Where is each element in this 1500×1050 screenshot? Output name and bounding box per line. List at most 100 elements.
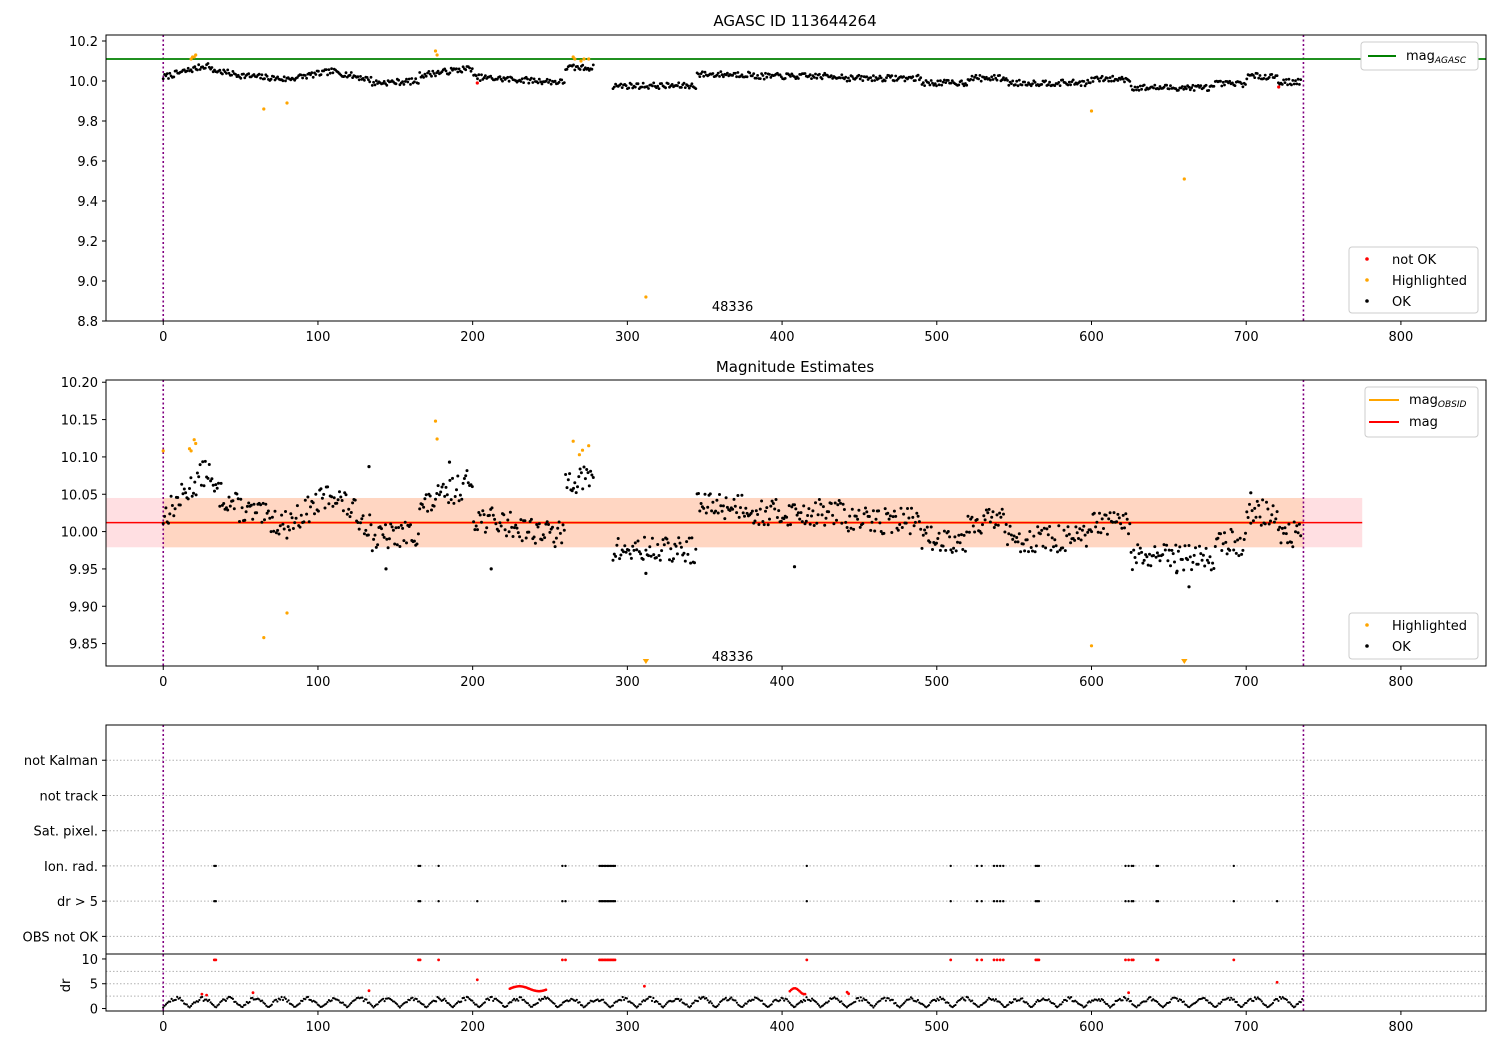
dr-ok-point	[978, 1005, 981, 1008]
ok-point	[423, 497, 427, 501]
ok-point	[184, 491, 188, 495]
ok-point	[1244, 83, 1247, 86]
dr-not-ok-point	[998, 958, 1002, 962]
ok-point	[754, 76, 758, 80]
dr-ok-point	[1230, 996, 1233, 999]
ok-point	[1231, 81, 1234, 85]
ok-point	[576, 65, 579, 68]
legend-marker	[1365, 278, 1369, 282]
x-tick-label: 300	[615, 675, 640, 690]
dr-ok-point	[494, 997, 498, 1000]
legend-label: Highlighted	[1392, 274, 1467, 289]
ok-point	[967, 530, 971, 534]
ok-point	[1245, 77, 1249, 81]
ok-point	[1029, 546, 1033, 549]
ok-point	[618, 557, 622, 561]
dr-ok-point	[396, 1003, 399, 1006]
dr-ok-point	[325, 1002, 328, 1005]
ok-point	[1079, 538, 1083, 542]
dr-ok-point	[1296, 1002, 1300, 1006]
ok-point	[760, 499, 764, 503]
ok-point	[911, 75, 915, 79]
dr-not-ok-point	[1232, 958, 1236, 962]
x-tick-label: 600	[1079, 330, 1104, 345]
ok-point	[1052, 545, 1055, 549]
ok-point	[953, 535, 957, 539]
dr-ok-point	[280, 995, 283, 999]
y-tick-label: 9.95	[69, 563, 98, 578]
dr-ok-point	[217, 1003, 220, 1006]
ok-point	[1242, 538, 1246, 541]
dr-ok-point	[678, 999, 681, 1003]
dr-ok-point	[964, 999, 967, 1002]
dr-ok-point	[745, 1002, 748, 1005]
ok-point	[497, 529, 501, 533]
dr-ok-point	[550, 1000, 553, 1003]
dr-ok-point	[348, 1003, 351, 1006]
dr-ok-point	[437, 997, 440, 1000]
ok-point	[512, 526, 516, 530]
ok-point	[1153, 83, 1157, 87]
ok-point	[842, 508, 846, 511]
ok-point	[293, 521, 297, 525]
ok-point	[612, 552, 616, 556]
ok-point	[829, 74, 833, 77]
ok-point	[294, 516, 298, 520]
dr-not-ok-point	[1275, 980, 1279, 984]
ok-point	[470, 67, 474, 70]
ok-point	[991, 78, 995, 81]
dr-ok-point	[369, 1003, 372, 1006]
ok-point	[1107, 517, 1111, 521]
flag-label: not Kalman	[24, 754, 98, 769]
legend-box-points	[1348, 246, 1479, 314]
ok-point	[633, 541, 637, 545]
ok-point	[516, 531, 520, 535]
ok-point	[1176, 549, 1180, 553]
ok-point	[628, 552, 632, 556]
ok-point	[243, 518, 247, 522]
ok-point	[1165, 543, 1169, 547]
y-tick-label: 9.90	[69, 600, 98, 615]
flag-point	[995, 900, 999, 903]
ok-point	[242, 72, 245, 76]
ok-point	[633, 85, 637, 89]
ok-point	[428, 494, 432, 498]
dr-ok-point	[371, 1004, 374, 1007]
dr-ok-point	[208, 998, 211, 1002]
dr-not-ok-point	[1131, 958, 1135, 962]
ok-point	[277, 532, 281, 536]
dr-ok-point	[1149, 996, 1152, 999]
ok-point	[694, 547, 698, 551]
dr-ok-point	[224, 999, 227, 1003]
ok-point	[464, 474, 468, 478]
dr-ok-point	[641, 1000, 644, 1003]
flag-label: dr > 5	[57, 895, 98, 910]
dr-ok-point	[801, 1001, 804, 1004]
ok-point	[728, 509, 732, 512]
ok-point	[1120, 526, 1124, 530]
dr-ok-point	[398, 1006, 401, 1009]
ok-point	[1078, 527, 1082, 531]
ok-point	[865, 75, 869, 79]
ok-point	[1188, 88, 1192, 92]
ok-point	[1050, 536, 1054, 540]
dr-ok-point	[449, 1003, 452, 1007]
ok-point	[335, 501, 339, 505]
ok-point	[854, 514, 858, 518]
ok-point	[1280, 83, 1284, 86]
ok-point	[939, 79, 942, 83]
ok-point	[1090, 76, 1093, 80]
ok-point	[677, 81, 681, 85]
ok-point	[1221, 80, 1225, 84]
ok-point	[285, 536, 289, 540]
ok-point	[507, 79, 511, 83]
ok-point	[440, 485, 444, 489]
ok-point	[1297, 522, 1301, 526]
ok-point	[456, 474, 460, 478]
dr-ok-point	[875, 1003, 878, 1006]
ok-point	[1083, 533, 1087, 537]
dr-ok-point	[706, 999, 709, 1002]
ok-point	[669, 547, 673, 551]
ok-point	[689, 84, 692, 88]
ok-point	[894, 514, 898, 518]
